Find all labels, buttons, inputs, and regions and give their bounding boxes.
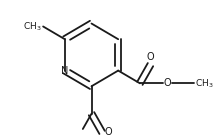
Text: O: O [147, 52, 154, 62]
Text: CH$_3$: CH$_3$ [23, 20, 41, 33]
Text: O: O [164, 78, 172, 88]
Text: O: O [105, 127, 113, 137]
Text: CH$_3$: CH$_3$ [195, 77, 213, 90]
Text: N: N [61, 66, 68, 76]
